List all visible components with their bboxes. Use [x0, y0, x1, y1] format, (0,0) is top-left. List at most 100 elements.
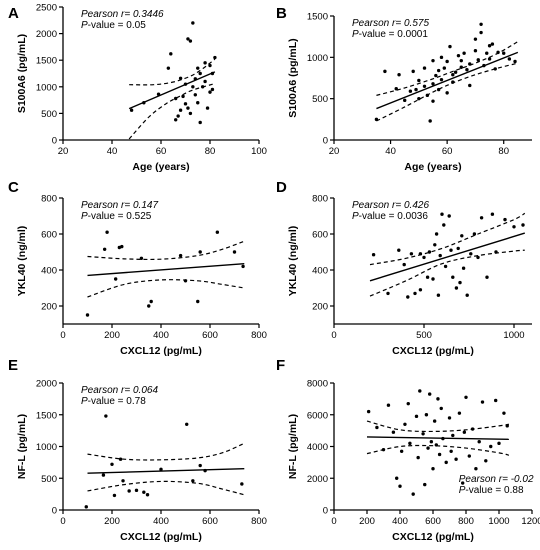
p-label: P [352, 211, 359, 222]
data-point [431, 467, 435, 471]
data-point [462, 430, 467, 434]
x-tick-label: 60 [156, 146, 167, 157]
data-point [421, 432, 425, 436]
y-axis-title: YKL40 (ng/ml) [16, 226, 28, 297]
panel-c: C 0 200 400 600 800 200 400 600 800 CXCL12 (pg/mL)… [8, 179, 267, 357]
data-point [411, 492, 415, 496]
x-tick-label: 0 [331, 330, 336, 341]
data-point [493, 67, 497, 71]
y-tick-label: 2500 [36, 3, 57, 14]
data-point [465, 293, 469, 297]
data-point [439, 406, 443, 411]
data-point [474, 467, 478, 471]
data-point [188, 39, 193, 43]
data-point [139, 256, 144, 260]
x-tick-label: 20 [58, 146, 69, 157]
pearson-label: Pearson [81, 385, 119, 396]
data-point [460, 234, 464, 238]
y-axis-title: NF-L (pg/mL) [287, 414, 299, 479]
data-point [431, 82, 435, 86]
data-point [134, 488, 139, 493]
pearson-label: Pearson [81, 200, 119, 211]
p-value-text: P-value = 0.88 [459, 485, 524, 496]
data-point [479, 22, 483, 26]
y-tick-label: 6000 [307, 410, 328, 421]
data-point [397, 248, 401, 252]
y-tick-label: 200 [312, 302, 328, 313]
data-point [422, 66, 427, 70]
data-point [395, 476, 399, 480]
data-point [110, 462, 114, 466]
x-tick-label: 200 [104, 516, 120, 527]
data-point [451, 433, 455, 438]
y-tick-label: 500 [312, 94, 328, 105]
regression-line [128, 71, 216, 110]
data-point [178, 253, 183, 258]
data-point [408, 89, 413, 93]
data-point [502, 51, 506, 55]
data-point [473, 37, 478, 41]
data-point [503, 217, 507, 222]
data-point [468, 62, 472, 66]
x-tick-label: 60 [442, 146, 453, 157]
data-point [366, 409, 371, 414]
data-point [444, 460, 448, 465]
y-tick-label: 800 [312, 194, 328, 205]
ci-upper-line [366, 420, 509, 433]
data-point [496, 50, 500, 55]
pearson-label: Pearson [81, 9, 119, 20]
y-tick-label: 500 [41, 474, 57, 485]
data-point [484, 459, 488, 463]
pearson-r-text: Pearson r= 0.3446 [81, 9, 164, 20]
data-point [142, 490, 146, 494]
data-point [439, 77, 444, 82]
p-value: -value = 0.525 [88, 211, 152, 222]
data-point [104, 414, 108, 418]
data-point [434, 73, 438, 78]
data-point [417, 78, 421, 83]
panel-letter: A [8, 5, 19, 22]
data-point [433, 243, 437, 247]
data-point [414, 414, 419, 419]
y-tick-label: 0 [52, 506, 57, 517]
data-point [454, 286, 459, 290]
regression-line [376, 51, 519, 110]
data-point [399, 449, 404, 453]
data-point [149, 299, 153, 304]
data-point [494, 398, 498, 403]
data-point [456, 246, 460, 251]
data-point [203, 79, 207, 84]
ci-lower-line [366, 444, 510, 456]
data-point [403, 98, 407, 103]
p-label: P [81, 211, 88, 222]
data-point [485, 275, 489, 279]
data-point [482, 63, 486, 68]
x-tick-label: 200 [104, 330, 120, 341]
data-point [101, 473, 106, 477]
x-tick-label: 100 [251, 146, 267, 157]
data-point [470, 427, 475, 431]
p-label: P [81, 396, 88, 407]
data-point [434, 232, 439, 236]
pearson-r-text: Pearson r= 0.575 [352, 18, 429, 29]
data-point [456, 53, 461, 58]
data-point [210, 71, 215, 76]
data-point [127, 489, 131, 493]
x-axis-title: Age (years) [132, 161, 189, 173]
data-point [494, 250, 498, 254]
data-point [381, 447, 386, 452]
data-point [464, 395, 468, 399]
x-tick-label: 80 [498, 146, 509, 157]
data-point [112, 493, 117, 498]
x-tick-label: 600 [202, 516, 218, 527]
data-point [448, 44, 452, 49]
pearson-value: r= -0.02 [496, 474, 534, 485]
x-tick-label: 0 [60, 516, 65, 527]
pearson-value: r= 0.064 [118, 385, 158, 396]
data-point [502, 411, 506, 415]
y-axis-title: S100A6 (pg/mL) [287, 38, 299, 117]
x-tick-label: 20 [329, 146, 340, 157]
data-point [198, 71, 202, 76]
